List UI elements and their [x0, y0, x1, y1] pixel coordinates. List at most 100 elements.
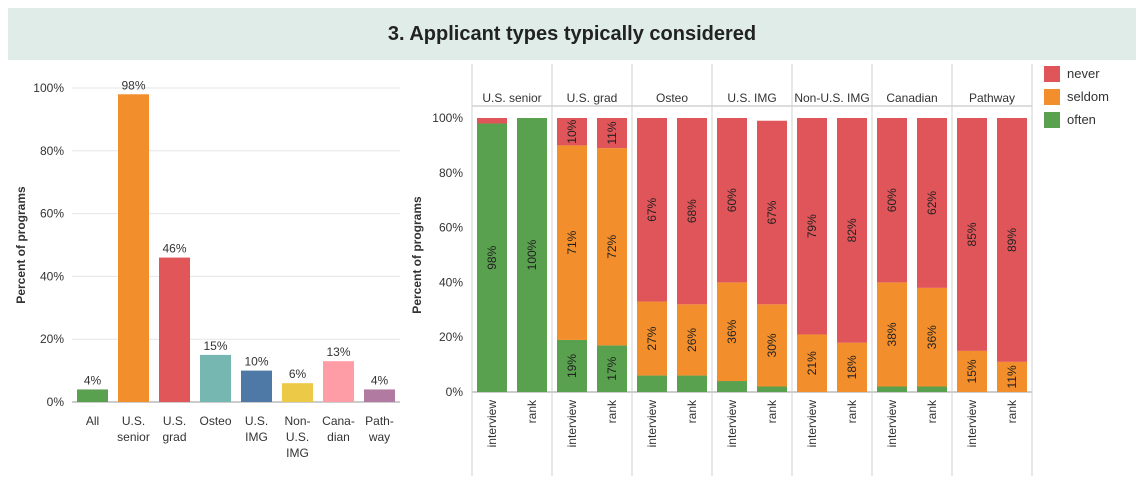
left-y-tick-label: 40% — [40, 269, 64, 283]
left-y-tick-label: 80% — [40, 144, 64, 158]
chart-title: 3. Applicant types typically considered — [387, 23, 757, 45]
right-bar-segment-seldom — [597, 148, 627, 346]
right-bar-segment-never — [717, 118, 747, 283]
right-group-header: Osteo — [656, 91, 688, 105]
right-group-header: U.S. IMG — [727, 91, 776, 105]
left-bar-value-label: 10% — [244, 355, 268, 369]
right-bar-segment-seldom — [917, 287, 947, 387]
right-segment-label: 60% — [725, 188, 739, 212]
legend-item-never[interactable]: never — [1044, 62, 1109, 85]
left-x-tick-label: U.S. — [122, 414, 145, 428]
left-x-tick-label: senior — [117, 430, 150, 444]
left-bar — [364, 389, 395, 402]
right-bar-segment-never — [917, 118, 947, 288]
legend-swatch-often — [1044, 111, 1060, 128]
right-bar-segment-seldom — [717, 282, 747, 382]
left-bar-value-label: 4% — [371, 373, 389, 387]
left-y-tick-label: 20% — [40, 332, 64, 346]
right-segment-label: 89% — [1005, 228, 1019, 252]
legend-item-often[interactable]: often — [1044, 108, 1109, 131]
left-bar — [77, 389, 108, 402]
right-x-tick-label: rank — [605, 399, 619, 423]
right-bar-segment-seldom — [837, 342, 867, 392]
right-bar-segment-often — [757, 386, 787, 392]
left-bar — [282, 383, 313, 402]
right-y-tick-label: 80% — [439, 166, 463, 180]
right-y-tick-label: 100% — [432, 111, 463, 125]
right-x-tick-label: rank — [925, 399, 939, 423]
left-x-tick-label: Path- — [365, 414, 394, 428]
right-bar-segment-seldom — [557, 145, 587, 340]
right-segment-label: 60% — [885, 188, 899, 212]
right-bar-segment-seldom — [997, 361, 1027, 392]
left-bar-value-label: 4% — [84, 373, 102, 387]
right-x-tick-label: rank — [1005, 399, 1019, 423]
right-segment-label: 36% — [925, 325, 939, 349]
right-segment-label: 15% — [965, 359, 979, 383]
left-x-tick-label: dian — [327, 430, 350, 444]
right-bar-segment-never — [957, 118, 987, 351]
right-bar-segment-seldom — [797, 334, 827, 392]
right-x-tick-label: interview — [565, 400, 579, 448]
left-x-tick-label: U.S. — [245, 414, 268, 428]
right-segment-label: 85% — [965, 222, 979, 246]
right-x-tick-label: rank — [685, 399, 699, 423]
right-segment-label: 71% — [565, 230, 579, 254]
right-x-tick-label: interview — [885, 400, 899, 448]
right-x-tick-label: interview — [965, 400, 979, 448]
right-bar-segment-seldom — [877, 282, 907, 387]
right-segment-label: 67% — [765, 200, 779, 224]
right-segment-label: 79% — [805, 214, 819, 238]
right-bar-segment-never — [877, 118, 907, 283]
left-bar-value-label: 6% — [289, 367, 307, 381]
right-bar-segment-seldom — [637, 301, 667, 376]
right-y-tick-label: 40% — [439, 275, 463, 289]
right-bar-segment-seldom — [757, 304, 787, 387]
legend-item-seldom[interactable]: seldom — [1044, 85, 1109, 108]
right-bar-segment-often — [597, 345, 627, 392]
right-y-axis-label: Percent of programs — [410, 196, 424, 314]
right-segment-label: 30% — [765, 333, 779, 357]
right-segment-label: 11% — [605, 121, 619, 144]
right-segment-label: 98% — [485, 245, 499, 269]
legend-label-often: often — [1067, 112, 1096, 127]
legend-label-never: never — [1067, 66, 1100, 81]
right-segment-label: 38% — [885, 322, 899, 346]
right-bar-segment-often — [717, 381, 747, 392]
right-segment-label: 17% — [605, 356, 619, 380]
right-group-header: Non-U.S. IMG — [794, 91, 869, 105]
left-bar — [200, 354, 231, 402]
left-y-tick-label: 100% — [33, 81, 64, 95]
right-bar-segment-seldom — [957, 350, 987, 392]
legend: never seldom often — [1044, 62, 1109, 131]
left-bar — [323, 361, 354, 402]
legend-label-seldom: seldom — [1067, 89, 1109, 104]
right-bar-segment-never — [557, 118, 587, 146]
left-bar-value-label: 46% — [162, 242, 186, 256]
right-segment-label: 11% — [1005, 365, 1019, 388]
right-segment-label: 18% — [845, 355, 859, 379]
right-bar-segment-never — [797, 118, 827, 335]
right-segment-label: 19% — [565, 354, 579, 378]
right-x-tick-label: interview — [645, 400, 659, 448]
left-bar-value-label: 15% — [203, 339, 227, 353]
right-x-tick-label: interview — [485, 400, 499, 448]
left-bar-value-label: 98% — [121, 78, 145, 92]
legend-swatch-never — [1044, 65, 1060, 82]
right-segment-label: 36% — [725, 319, 739, 343]
right-bar-segment-often — [637, 375, 667, 392]
left-y-tick-label: 0% — [47, 395, 65, 409]
right-bar-segment-often — [477, 123, 507, 392]
left-bar — [241, 370, 272, 402]
right-segment-label: 62% — [925, 191, 939, 215]
right-bar-segment-often — [877, 386, 907, 392]
right-segment-label: 68% — [685, 199, 699, 223]
right-segment-label: 27% — [645, 326, 659, 350]
right-x-tick-label: rank — [765, 399, 779, 423]
right-bar-segment-often — [917, 386, 947, 392]
left-x-tick-label: grad — [162, 430, 186, 444]
left-x-tick-label: U.S. — [163, 414, 186, 428]
right-bar-segment-often — [517, 118, 547, 392]
right-segment-label: 67% — [645, 197, 659, 221]
